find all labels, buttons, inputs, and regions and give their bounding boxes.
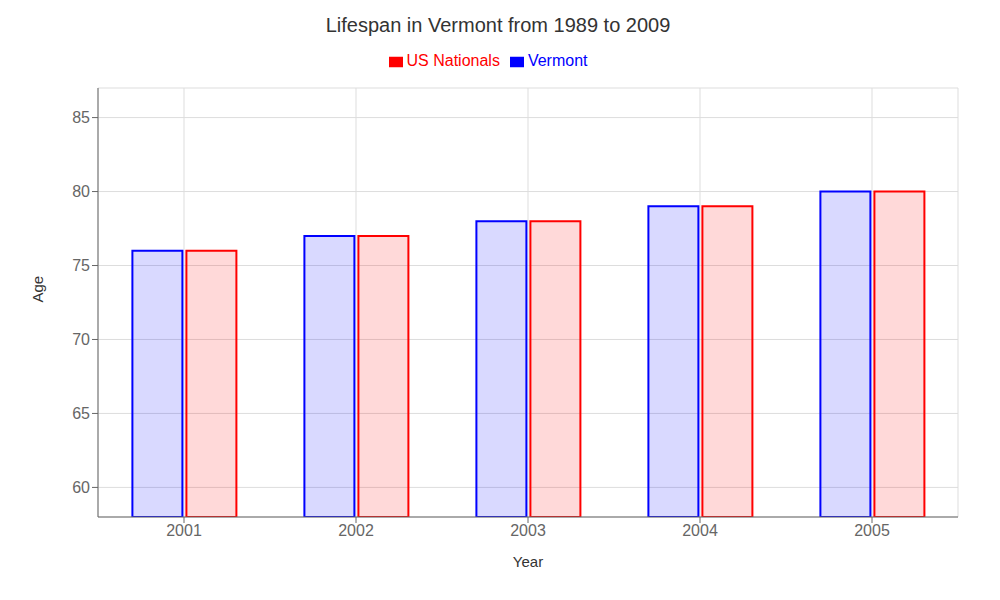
svg-text:Year: Year	[513, 553, 543, 570]
html-text:Vermont: Vermont	[527, 52, 588, 69]
svg-text:2005: 2005	[854, 522, 890, 539]
svg-text:65: 65	[72, 405, 90, 422]
svg-text:80: 80	[72, 183, 90, 200]
svg-text:2004: 2004	[682, 522, 718, 539]
svg-text:2003: 2003	[510, 522, 546, 539]
svg-text:2002: 2002	[338, 522, 374, 539]
svg-text:75: 75	[72, 257, 90, 274]
html-text:US Nationals: US Nationals	[406, 52, 500, 69]
html-text:Lifespan in Vermont from 1989: Lifespan in Vermont from 1989 to 2009	[325, 14, 671, 36]
svg-text:Age: Age	[29, 276, 46, 303]
svg-text:85: 85	[72, 109, 90, 126]
svg-text:2001: 2001	[166, 522, 202, 539]
svg-text:70: 70	[72, 331, 90, 348]
svg-text:60: 60	[72, 479, 90, 496]
